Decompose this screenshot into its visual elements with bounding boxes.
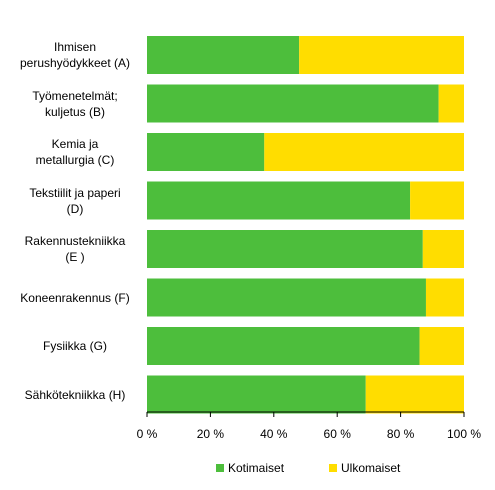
category-label: Sähkötekniikka (H) [10, 387, 140, 403]
category-label: Työmenetelmät; kuljetus (B) [10, 88, 140, 120]
x-tick-label: 80 % [387, 427, 415, 441]
x-tick-label: 40 % [260, 427, 288, 441]
bar-ulkomaiset-4 [422, 230, 464, 268]
category-label: Koneenrakennus (F) [10, 290, 140, 306]
legend-label-ulkomaiset: Ulkomaiset [341, 461, 401, 475]
bar-kotimaiset-2 [147, 133, 265, 171]
category-label-line: perushyödykkeet (A) [19, 56, 131, 70]
category-label-line: Koneenrakennus (F) [20, 290, 130, 305]
category-label-line: Rakennustekniikka [24, 234, 126, 248]
x-axis: 0 % 20 % 40 % 60 % 80 % 100 % [137, 411, 481, 441]
category-label: Rakennustekniikka (E ) [10, 233, 140, 265]
legend-item-ulkomaiset: Ulkomaiset [329, 461, 400, 475]
legend-swatch-kotimaiset [216, 464, 224, 472]
legend-label-kotimaiset: Kotimaiset [228, 461, 285, 475]
category-label-line: Työmenetelmät; [32, 88, 118, 103]
bar-kotimaiset-6 [147, 327, 420, 365]
bar-kotimaiset-7 [147, 375, 366, 414]
category-label-line: Sähkötekniikka (H) [24, 387, 126, 402]
category-label-line: (E ) [65, 250, 85, 264]
bar-kotimaiset-5 [147, 278, 426, 317]
category-label: Fysiikka (G) [10, 338, 140, 354]
category-label-line: (D) [66, 201, 84, 216]
bar-ulkomaiset-5 [425, 278, 464, 317]
bar-kotimaiset-4 [147, 230, 423, 268]
bars-group [147, 36, 464, 414]
category-label: Kemia ja metallurgia (C) [10, 136, 140, 168]
category-label: Tekstiilit ja paperi (D) [10, 185, 140, 217]
bar-kotimaiset-3 [147, 181, 411, 220]
category-label-line: Ihmisen [53, 40, 97, 54]
bar-ulkomaiset-2 [264, 133, 464, 171]
category-label-line: Fysiikka (G) [43, 339, 107, 353]
x-tick-label: 100 % [447, 427, 481, 441]
bar-kotimaiset-1 [147, 84, 439, 123]
category-label: Ihmisen perushyödykkeet (A) [10, 39, 140, 71]
category-label-line: Tekstiilit ja paperi [29, 185, 121, 200]
bar-ulkomaiset-3 [410, 181, 464, 220]
bar-ulkomaiset-7 [365, 375, 464, 414]
x-tick-label: 20 % [197, 427, 225, 441]
legend-item-kotimaiset: Kotimaiset [216, 461, 284, 475]
bar-ulkomaiset-0 [299, 36, 464, 74]
bar-ulkomaiset-6 [419, 327, 464, 365]
x-tick-label: 0 % [137, 427, 158, 441]
category-label-line: metallurgia (C) [35, 153, 115, 167]
x-tick-label: 60 % [324, 427, 352, 441]
category-label-line: kuljetus (B) [44, 104, 106, 119]
bar-kotimaiset-0 [147, 36, 300, 74]
category-label-line: Kemia ja [51, 137, 99, 151]
legend-swatch-ulkomaiset [329, 464, 337, 472]
bar-ulkomaiset-1 [438, 84, 464, 123]
